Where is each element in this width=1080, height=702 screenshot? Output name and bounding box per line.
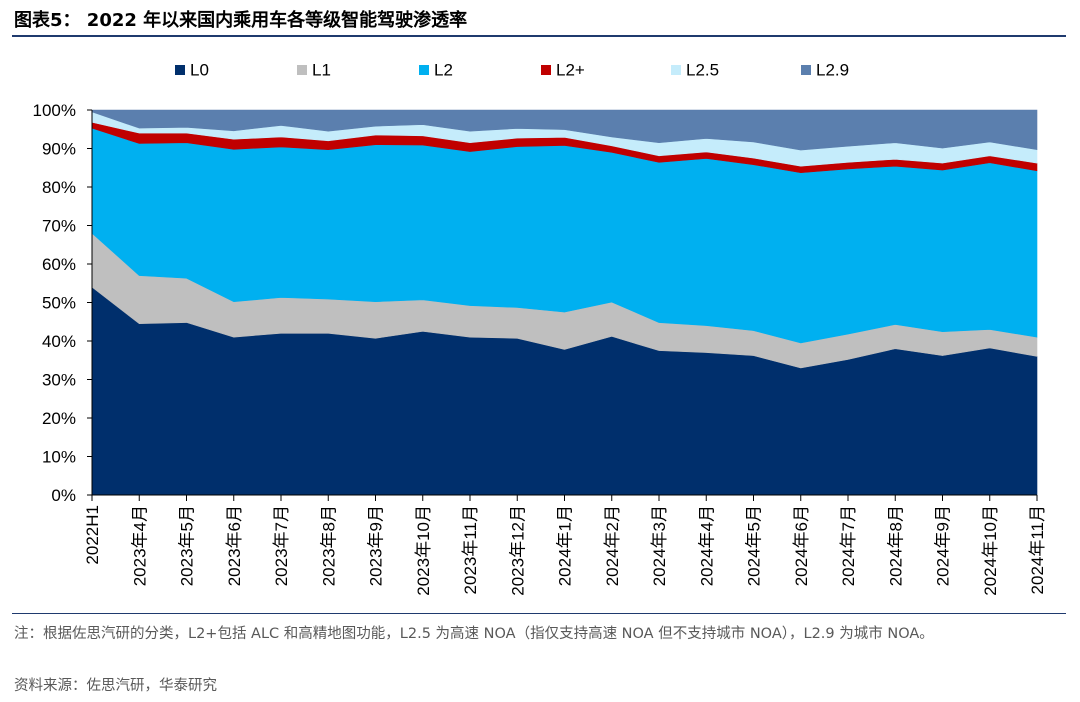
chart-areas <box>91 109 1038 496</box>
chart-note: 注：根据佐思汽研的分类，L2+包括 ALC 和高精地图功能，L2.5 为高速 N… <box>14 626 934 642</box>
legend-swatch <box>671 65 681 75</box>
x-tick-label: 2024年1月 <box>556 505 575 586</box>
x-tick-label: 2023年7月 <box>272 505 291 586</box>
x-tick-label: 2023年8月 <box>319 505 338 586</box>
chart-source: 资料来源：佐思汽研，华泰研究 <box>14 678 217 694</box>
y-tick-label: 40% <box>42 332 76 351</box>
stacked-area-chart: L0 L1 L2 L2+ L2.5 L2.9 0% 10% 20% 30% 40% 50% 60% 70… <box>33 61 1047 596</box>
legend-swatch <box>297 65 307 75</box>
page-title: 图表5： 2022 年以来国内乘用车各等级智能驾驶渗透率 <box>14 10 468 31</box>
x-tick-label: 2022H1 <box>83 505 102 565</box>
x-tick-label: 2024年7月 <box>839 505 858 586</box>
y-tick-label: 0% <box>51 486 76 505</box>
x-tick-label: 2023年5月 <box>178 505 197 586</box>
x-tick-label: 2024年8月 <box>886 505 905 586</box>
x-tick-label: 2024年3月 <box>650 505 669 586</box>
x-axis: 2022H1 2023年4月 2023年5月 2023年6月 2023年7月 2023年8… <box>83 494 1047 596</box>
x-tick-label: 2024年11月 <box>1028 505 1047 594</box>
title-divider <box>12 35 1066 37</box>
y-tick-label: 100% <box>33 101 76 120</box>
legend-item-l2-9: L2.9 <box>801 61 849 80</box>
x-tick-label: 2024年10月 <box>981 505 1000 596</box>
legend-swatch <box>175 65 185 75</box>
legend-label: L2.5 <box>686 61 719 80</box>
legend-swatch <box>801 65 811 75</box>
legend-item-l2: L2 <box>419 61 453 80</box>
y-tick-label: 10% <box>42 448 76 467</box>
legend-item-l0: L0 <box>175 61 209 80</box>
x-tick-label: 2023年4月 <box>130 505 149 586</box>
legend-label: L2+ <box>556 61 585 80</box>
footer-divider <box>12 613 1066 614</box>
x-tick-label: 2024年6月 <box>792 505 811 586</box>
x-tick-label: 2023年9月 <box>367 505 386 586</box>
x-tick-label: 2024年5月 <box>745 505 764 586</box>
x-tick-label: 2023年6月 <box>225 505 244 586</box>
area-l2-9 <box>91 109 1038 151</box>
legend-label: L1 <box>312 61 331 80</box>
y-tick-label: 20% <box>42 409 76 428</box>
y-axis: 0% 10% 20% 30% 40% 50% 60% 70% 80% 90% 100% <box>33 101 93 505</box>
legend-swatch <box>541 65 551 75</box>
legend-item-l2-5: L2.5 <box>671 61 719 80</box>
y-tick-label: 60% <box>42 255 76 274</box>
y-tick-label: 50% <box>42 294 76 313</box>
legend-swatch <box>419 65 429 75</box>
x-tick-label: 2024年4月 <box>697 505 716 586</box>
y-tick-label: 30% <box>42 371 76 390</box>
chart-legend: L0 L1 L2 L2+ L2.5 L2.9 <box>175 61 849 80</box>
y-tick-label: 90% <box>42 140 76 159</box>
legend-label: L0 <box>190 61 209 80</box>
legend-label: L2.9 <box>816 61 849 80</box>
x-tick-label: 2024年9月 <box>934 505 953 586</box>
legend-item-l2: L2+ <box>541 61 585 80</box>
y-tick-label: 70% <box>42 217 76 236</box>
x-tick-label: 2023年11月 <box>461 505 480 594</box>
y-tick-label: 80% <box>42 178 76 197</box>
x-tick-label: 2023年12月 <box>508 505 527 596</box>
x-tick-label: 2023年10月 <box>414 505 433 596</box>
x-tick-label: 2024年2月 <box>603 505 622 586</box>
legend-item-l1: L1 <box>297 61 331 80</box>
legend-label: L2 <box>434 61 453 80</box>
